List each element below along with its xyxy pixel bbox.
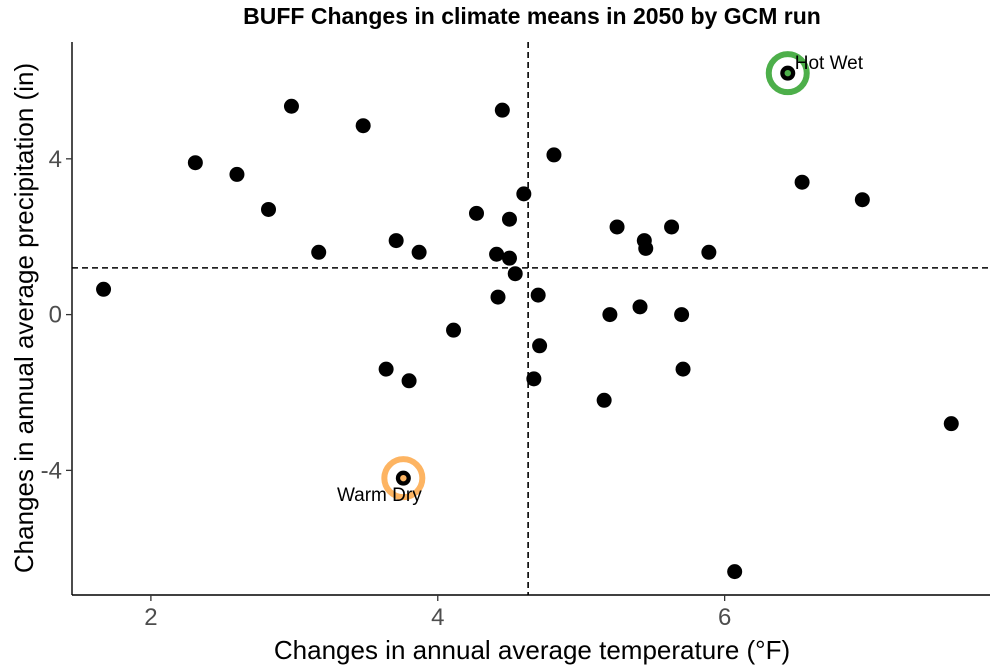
data-point: [674, 307, 690, 323]
warm-dry-ring: [381, 456, 426, 501]
warm-dry-label: Warm Dry: [337, 485, 422, 506]
data-point: [701, 244, 717, 260]
y-tick-label: -4: [41, 457, 62, 484]
x-tick-label: 4: [431, 604, 444, 631]
reference-lines: [72, 42, 990, 595]
data-point: [378, 361, 394, 377]
data-point: [490, 289, 506, 305]
data-point: [602, 307, 618, 323]
data-point: [854, 192, 870, 208]
y-tick-label: 0: [49, 302, 62, 329]
warm-dry-center-dot: [400, 474, 407, 482]
hot-wet-label: Hot Wet: [795, 53, 864, 74]
data-point: [532, 338, 548, 354]
highlighted-points: Hot Wet Warm Dry: [337, 51, 864, 506]
data-point: [388, 233, 404, 249]
data-point: [355, 118, 371, 134]
data-point: [596, 392, 612, 408]
data-point: [675, 361, 691, 377]
data-point: [446, 322, 462, 338]
x-tick-label: 2: [144, 604, 157, 631]
data-point: [261, 201, 277, 217]
data-point: [727, 564, 743, 580]
data-point: [794, 174, 810, 190]
data-point: [468, 205, 484, 221]
data-point: [546, 147, 562, 163]
data-point: [638, 240, 654, 256]
data-point: [401, 373, 417, 389]
data-point: [632, 299, 648, 315]
data-point: [664, 219, 680, 235]
data-point: [489, 246, 505, 262]
data-point: [311, 244, 327, 260]
hot-wet-ring: [765, 51, 810, 96]
data-point: [507, 266, 523, 282]
chart-title: BUFF Changes in climate means in 2050 by…: [243, 3, 821, 29]
ticks: 2 4 6 -4 0 4: [41, 146, 732, 631]
y-tick-label: 4: [49, 146, 62, 173]
hot-wet-center-dot: [784, 69, 791, 77]
data-point: [530, 287, 546, 303]
data-point: [411, 244, 427, 260]
data-point: [187, 155, 203, 171]
x-tick-label: 6: [718, 604, 731, 631]
data-point: [96, 281, 112, 297]
data-point: [283, 98, 299, 114]
axes: [71, 42, 990, 596]
x-axis-label: Changes in annual average temperature (°…: [274, 635, 790, 665]
data-point: [501, 211, 517, 227]
data-point: [494, 102, 510, 118]
data-point: [501, 250, 517, 266]
data-point: [943, 416, 959, 432]
data-point: [516, 186, 532, 202]
y-axis-label: Changes in annual average precipitation …: [9, 63, 39, 573]
data-point: [229, 166, 245, 182]
data-point: [526, 371, 542, 387]
data-point: [609, 219, 625, 235]
